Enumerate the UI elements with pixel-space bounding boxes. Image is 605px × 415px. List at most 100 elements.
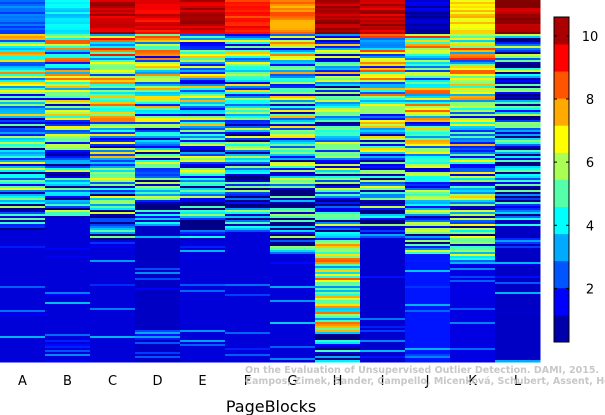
heatmap-cell-L-17 (495, 34, 541, 37)
heatmap-cell-G-96 (270, 192, 316, 195)
heatmap-cell-D-17 (135, 34, 181, 37)
heatmap-cell-B-7 (45, 14, 91, 17)
heatmap-cell-L-50 (495, 100, 541, 103)
heatmap-cell-K-4 (450, 8, 496, 11)
heatmap-cell-I-8 (360, 16, 406, 19)
heatmap-cell-H-143 (315, 286, 361, 289)
heatmap-cell-G-76 (270, 152, 316, 155)
heatmap-cell-I-174 (360, 348, 406, 351)
heatmap-cell-D-2 (135, 4, 181, 7)
heatmap-cell-G-66 (270, 132, 316, 135)
heatmap-cell-E-58 (180, 116, 226, 119)
heatmap-cell-G-151 (270, 302, 316, 305)
heatmap-cell-G-113 (270, 226, 316, 229)
heatmap-cell-G-176 (270, 352, 316, 355)
heatmap-cell-F-26 (225, 52, 271, 55)
heatmap-cell-H-78 (315, 156, 361, 159)
heatmap-cell-F-94 (225, 188, 271, 191)
heatmap-cell-E-137 (180, 274, 226, 277)
heatmap-cell-L-46 (495, 92, 541, 95)
heatmap-cell-D-116 (135, 232, 181, 235)
heatmap-cell-K-59 (450, 118, 496, 121)
heatmap-cell-B-175 (45, 350, 91, 353)
heatmap-cell-K-63 (450, 126, 496, 129)
heatmap-cell-I-18 (360, 36, 406, 39)
heatmap-cell-F-29 (225, 58, 271, 61)
heatmap-cell-D-29 (135, 58, 181, 61)
heatmap-cell-H-51 (315, 102, 361, 105)
heatmap-cell-A-29 (0, 58, 46, 61)
heatmap-cell-D-81 (135, 162, 181, 165)
heatmap-cell-L-156 (495, 312, 541, 315)
heatmap-cell-B-176 (45, 352, 91, 355)
heatmap-cell-J-114 (405, 228, 451, 231)
heatmap-cell-J-59 (405, 118, 451, 121)
heatmap-cell-L-84 (495, 168, 541, 171)
heatmap-cell-C-104 (90, 208, 136, 211)
heatmap-cell-G-90 (270, 180, 316, 183)
heatmap-cell-A-58 (0, 116, 46, 119)
heatmap-cell-K-24 (450, 48, 496, 51)
heatmap-cell-L-121 (495, 242, 541, 245)
heatmap-cell-E-67 (180, 134, 226, 137)
heatmap-cell-I-89 (360, 178, 406, 181)
heatmap-cell-I-29 (360, 58, 406, 61)
heatmap-cell-D-167 (135, 334, 181, 337)
heatmap-cell-J-20 (405, 40, 451, 43)
heatmap-cell-E-98 (180, 196, 226, 199)
heatmap-cell-B-25 (45, 50, 91, 53)
heatmap-cell-J-117 (405, 234, 451, 237)
heatmap-cell-B-164 (45, 328, 91, 331)
heatmap-cell-E-172 (180, 344, 226, 347)
heatmap-cell-K-153 (450, 306, 496, 309)
heatmap-cell-C-149 (90, 298, 136, 301)
heatmap-cell-E-109 (180, 218, 226, 221)
heatmap-cell-C-110 (90, 220, 136, 223)
heatmap-cell-E-111 (180, 222, 226, 225)
heatmap-cell-J-153 (405, 306, 451, 309)
heatmap-cell-D-19 (135, 38, 181, 41)
heatmap-cell-F-143 (225, 286, 271, 289)
heatmap-cell-B-57 (45, 114, 91, 117)
heatmap-cell-G-141 (270, 282, 316, 285)
heatmap-cell-B-79 (45, 158, 91, 161)
heatmap-cell-G-144 (270, 288, 316, 291)
heatmap-cell-H-11 (315, 22, 361, 25)
heatmap-cell-D-104 (135, 208, 181, 211)
heatmap-cell-F-116 (225, 232, 271, 235)
heatmap-cell-B-88 (45, 176, 91, 179)
heatmap-cell-I-2 (360, 4, 406, 7)
heatmap-cell-L-68 (495, 136, 541, 139)
heatmap-cell-E-13 (180, 26, 226, 29)
heatmap-cell-J-81 (405, 162, 451, 165)
heatmap-cell-I-40 (360, 80, 406, 83)
heatmap-cell-L-155 (495, 310, 541, 313)
heatmap-cell-I-102 (360, 204, 406, 207)
heatmap-cell-J-146 (405, 292, 451, 295)
heatmap-cell-I-72 (360, 144, 406, 147)
heatmap-cell-K-76 (450, 152, 496, 155)
heatmap-cell-E-25 (180, 50, 226, 53)
heatmap-cell-F-102 (225, 204, 271, 207)
heatmap-cell-B-119 (45, 238, 91, 241)
heatmap-cell-E-19 (180, 38, 226, 41)
heatmap-cell-E-38 (180, 76, 226, 79)
heatmap-cell-K-60 (450, 120, 496, 123)
heatmap-cell-B-146 (45, 292, 91, 295)
heatmap-cell-C-144 (90, 288, 136, 291)
heatmap-cell-I-159 (360, 318, 406, 321)
heatmap-cell-H-132 (315, 264, 361, 267)
heatmap-cell-H-99 (315, 198, 361, 201)
heatmap-cell-G-42 (270, 84, 316, 87)
heatmap-cell-B-139 (45, 278, 91, 281)
heatmap-cell-G-37 (270, 74, 316, 77)
heatmap-cell-I-178 (360, 356, 406, 359)
heatmap-cell-J-118 (405, 236, 451, 239)
heatmap-cell-J-16 (405, 32, 451, 35)
heatmap-cell-B-121 (45, 242, 91, 245)
heatmap-cell-L-27 (495, 54, 541, 57)
heatmap-cell-J-133 (405, 266, 451, 269)
heatmap-cell-G-61 (270, 122, 316, 125)
heatmap-cell-A-26 (0, 52, 46, 55)
heatmap-cell-H-95 (315, 190, 361, 193)
